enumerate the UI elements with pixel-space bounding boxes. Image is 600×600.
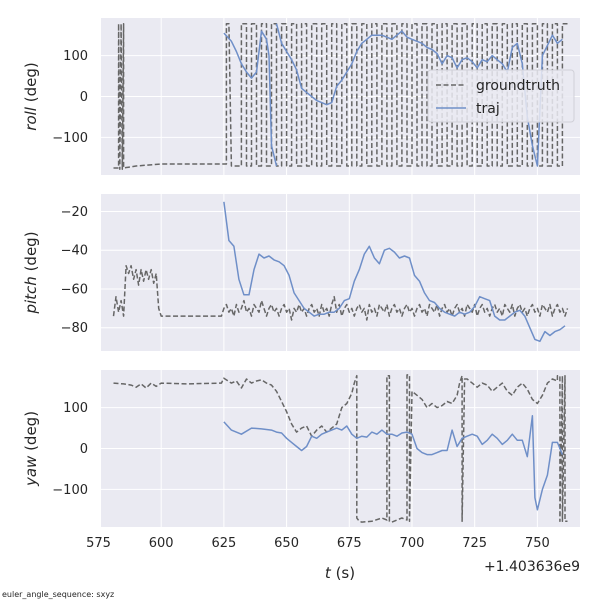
yaw-y-tick-label: 0 xyxy=(80,442,88,457)
roll-series-group xyxy=(113,22,568,171)
roll-y-tick-label: 100 xyxy=(63,49,88,64)
x-tick-label: 650 xyxy=(274,536,299,551)
x-tick-label: 750 xyxy=(525,536,550,551)
pitch-y-tick-label: −40 xyxy=(61,244,88,259)
yaw-y-tick-label: −100 xyxy=(52,483,88,498)
roll-traj-line xyxy=(223,30,278,167)
footer-note: euler_angle_sequence: sxyz xyxy=(2,590,114,599)
yaw-y-axis-label-var: yaw xyxy=(22,455,40,487)
legend-groundtruth-label: groundtruth xyxy=(476,78,560,94)
x-axis-label-var: t xyxy=(325,564,332,582)
x-axis-label-unit: (s) xyxy=(331,564,355,582)
x-tick-label: 725 xyxy=(462,536,487,551)
roll-traj-line xyxy=(275,23,563,167)
yaw-y-axis-label-unit: (deg) xyxy=(22,411,40,456)
legend-traj-label: traj xyxy=(476,101,500,117)
roll-groundtruth-line xyxy=(113,22,568,171)
x-axis-offset: +1.403636e9 xyxy=(484,559,580,575)
yaw-y-tick-label: 100 xyxy=(63,401,88,416)
roll-y-axis-label-var: roll xyxy=(22,106,40,131)
yaw-groundtruth-line xyxy=(113,374,568,523)
x-tick-label: 575 xyxy=(86,536,111,551)
pitch-y-axis-label-var: pitch xyxy=(22,276,40,314)
pitch-traj-line xyxy=(223,201,566,343)
roll-y-axis-label: roll (deg) xyxy=(22,62,40,130)
x-axis-label: t (s) xyxy=(325,564,355,582)
yaw-y-axis-label: yaw (deg) xyxy=(22,411,40,487)
roll-y-tick-label: 0 xyxy=(80,90,88,105)
x-tick-label: 700 xyxy=(400,536,425,551)
pitch-y-axis-label-unit: (deg) xyxy=(22,231,40,276)
roll-panel: −100 0 100 roll (deg) groundtruth traj xyxy=(22,18,580,175)
roll-y-axis-label-unit: (deg) xyxy=(22,62,40,107)
x-tick-label: 600 xyxy=(149,536,174,551)
pitch-groundtruth-line xyxy=(112,264,569,321)
x-tick-label: 675 xyxy=(337,536,362,551)
legend: groundtruth traj xyxy=(427,69,575,123)
yaw-panel: 575 600 625 650 675 700 725 750 −100 0 100 yaw (deg… xyxy=(22,370,580,551)
pitch-y-tick-label: −80 xyxy=(61,321,88,336)
pitch-series-group xyxy=(112,201,569,343)
pitch-panel: −80 −60 −40 −20 pitch (deg) xyxy=(22,194,580,351)
pitch-y-tick-label: −20 xyxy=(61,205,88,220)
pitch-y-tick-label: −60 xyxy=(61,282,88,297)
pitch-plot-background xyxy=(101,194,580,351)
roll-y-tick-label: −100 xyxy=(52,131,88,146)
yaw-traj-line xyxy=(223,415,564,511)
x-tick-label: 625 xyxy=(211,536,236,551)
yaw-series-group xyxy=(113,374,568,523)
legend-box xyxy=(427,69,575,123)
pitch-y-axis-label: pitch (deg) xyxy=(22,231,40,314)
